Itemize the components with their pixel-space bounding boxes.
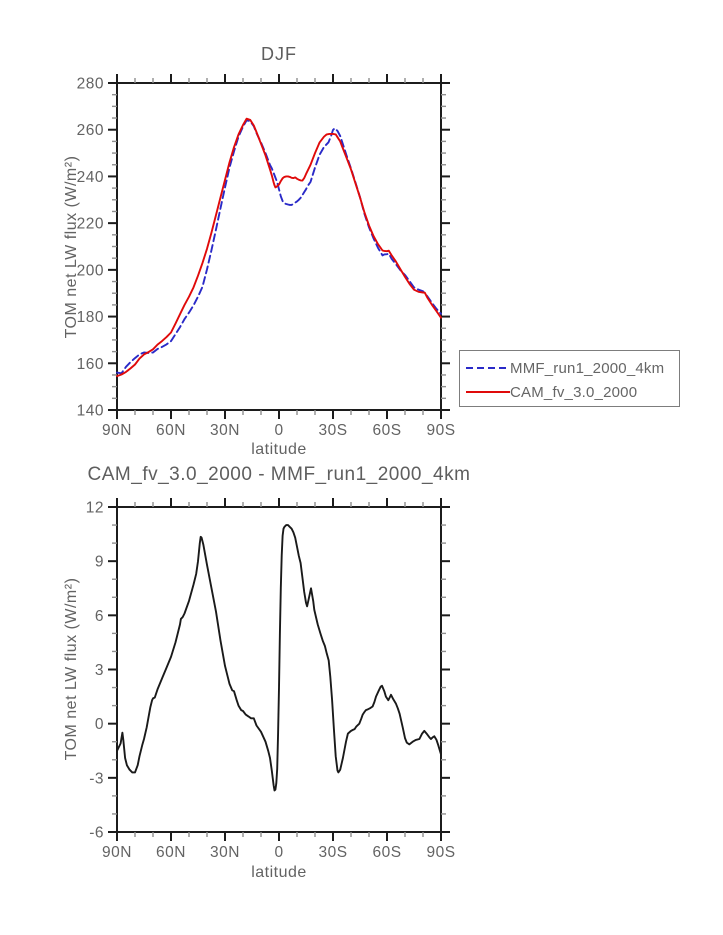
series-line-CAM_fv_3.0_2000 - MMF_run1_2000_4km	[116, 524, 442, 792]
y-tick-label: 280	[77, 76, 104, 93]
y-tick-label: -6	[89, 825, 104, 842]
bottom-panel-y-axis-label: TOM net LW flux (W/m²)	[63, 577, 80, 761]
x-tick-label: 0	[274, 422, 283, 439]
legend-entry-cam: CAM_fv_3.0_2000	[466, 380, 679, 404]
panel-0: 140 160 180 200 220 240 260 280 90N 60N 30N 0 30S 60S…	[77, 74, 455, 439]
x-tick-label: 60N	[156, 422, 186, 439]
x-tick-label: 90S	[426, 844, 455, 861]
legend-entry-mmf: MMF_run1_2000_4km	[466, 356, 679, 380]
x-tick-label: 30N	[210, 422, 240, 439]
x-tick-label: 90N	[102, 844, 132, 861]
y-tick-label: 3	[95, 662, 104, 679]
x-tick-label: 60N	[156, 844, 186, 861]
x-tick-label: 60S	[372, 844, 401, 861]
y-tick-label: 0	[95, 716, 104, 733]
x-tick-label: 30S	[318, 844, 347, 861]
x-tick-label: 30N	[210, 844, 240, 861]
y-tick-label: 240	[77, 169, 104, 186]
y-tick-label: 160	[77, 356, 104, 373]
y-tick-label: 140	[77, 403, 104, 420]
series-line-MMF_run1_2000_4km	[116, 119, 442, 375]
x-tick-label: 0	[274, 844, 283, 861]
y-tick-label: 6	[95, 608, 104, 625]
bottom-panel-x-axis-label: latitude	[251, 864, 307, 881]
top-panel-y-axis-label: TOM net LW flux (W/m²)	[63, 155, 80, 339]
x-tick-label: 90N	[102, 422, 132, 439]
y-tick-label: 9	[95, 554, 104, 571]
legend-label-mmf: MMF_run1_2000_4km	[510, 359, 665, 377]
x-tick-label: 30S	[318, 422, 347, 439]
top-panel-title: DJF	[261, 44, 297, 64]
y-tick-label: 180	[77, 309, 104, 326]
x-tick-label: 60S	[372, 422, 401, 439]
panel-1: -6 -3 0 3 6 9 12 90N 60N 30N 0 30S 60S 90S	[86, 498, 455, 861]
y-tick-label: 220	[77, 216, 104, 233]
y-tick-label: 12	[86, 500, 104, 517]
y-tick-label: 200	[77, 262, 104, 279]
y-tick-label: 260	[77, 122, 104, 139]
dashed-line-sample	[466, 366, 510, 370]
series-line-CAM_fv_3.0_2000	[116, 117, 442, 378]
x-tick-label: 90S	[426, 422, 455, 439]
plot-frame	[116, 82, 442, 411]
top-panel-x-axis-label: latitude	[251, 441, 307, 458]
legend-label-cam: CAM_fv_3.0_2000	[510, 383, 638, 401]
solid-line-sample	[466, 390, 510, 394]
y-tick-label: -3	[89, 770, 104, 787]
legend: MMF_run1_2000_4km CAM_fv_3.0_2000	[459, 350, 680, 407]
bottom-panel-title: CAM_fv_3.0_2000 - MMF_run1_2000_4km	[87, 464, 471, 485]
